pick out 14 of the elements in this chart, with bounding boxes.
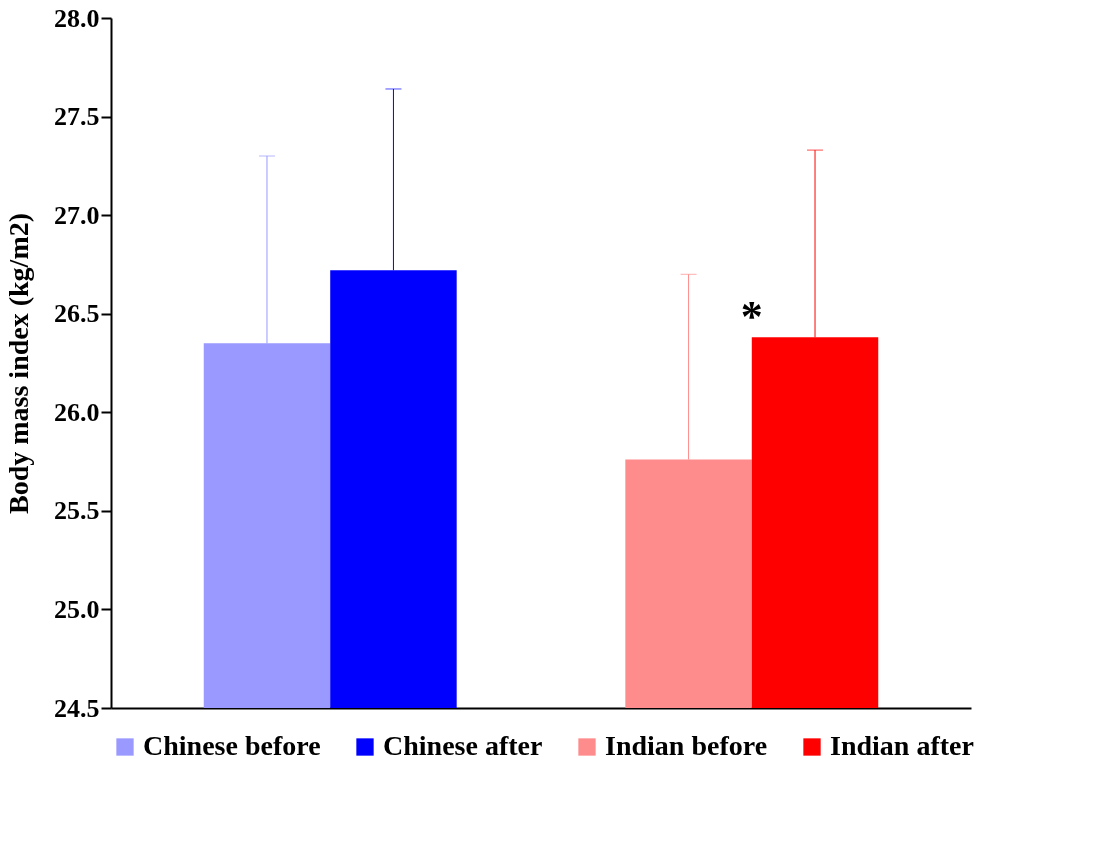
y-tick-label: 27.0 — [54, 200, 100, 230]
legend-label: Chinese after — [383, 730, 543, 761]
annotation: * — [740, 292, 763, 341]
y-tick-label: 26.0 — [54, 397, 100, 427]
y-tick-label: 25.0 — [54, 594, 100, 624]
legend-label: Indian before — [605, 730, 768, 761]
y-axis-title: Body mass index (kg/m2) — [3, 212, 34, 515]
y-tick-label: 25.5 — [54, 496, 100, 526]
legend-label: Indian after — [830, 730, 974, 761]
y-tick-label: 28.0 — [54, 3, 100, 33]
y-tick-label: 27.5 — [54, 102, 100, 132]
y-tick-label: 24.5 — [54, 693, 100, 723]
y-tick-label: 26.5 — [54, 299, 100, 329]
legend-label: Chinese before — [143, 730, 321, 761]
